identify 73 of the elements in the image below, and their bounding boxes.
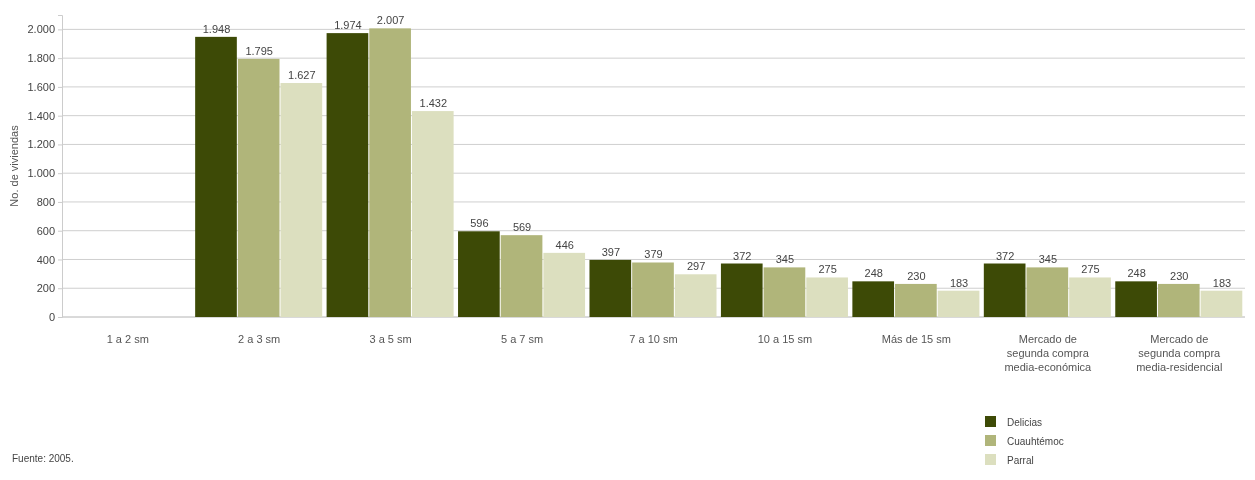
bar bbox=[543, 252, 586, 317]
bar bbox=[1069, 277, 1111, 317]
legend-label: Cuauhtémoc bbox=[1007, 436, 1064, 447]
x-tick-label: 2 a 3 sm bbox=[238, 333, 281, 345]
data-label: 297 bbox=[687, 260, 706, 273]
y-tick-label: 0 bbox=[48, 311, 55, 324]
y-tick-label: 2.000 bbox=[27, 23, 55, 36]
bar bbox=[589, 259, 632, 317]
data-label: 372 bbox=[995, 249, 1015, 262]
bar bbox=[326, 33, 369, 317]
data-label: 397 bbox=[601, 245, 620, 258]
data-label: 275 bbox=[818, 263, 837, 276]
data-label: 230 bbox=[1170, 269, 1189, 282]
x-tick-label: 5 a 7 sm bbox=[500, 333, 544, 345]
y-tick-label: 600 bbox=[36, 224, 55, 237]
data-label: 596 bbox=[470, 217, 489, 230]
legend-label: Parral bbox=[1007, 455, 1034, 466]
data-label: 1.627 bbox=[288, 69, 316, 82]
bar bbox=[500, 235, 543, 317]
data-label: 446 bbox=[555, 238, 574, 251]
y-tick-label: 1.400 bbox=[27, 109, 55, 122]
bar bbox=[720, 263, 763, 317]
y-axis-title: No. de viviendas bbox=[8, 124, 20, 207]
data-label: 569 bbox=[512, 221, 532, 234]
bar bbox=[674, 274, 717, 317]
bar bbox=[1157, 283, 1200, 317]
data-label: 379 bbox=[644, 248, 663, 261]
data-label: 183 bbox=[949, 276, 969, 289]
data-label: 345 bbox=[775, 253, 795, 266]
bar bbox=[195, 36, 237, 317]
bar bbox=[1026, 267, 1069, 317]
bar bbox=[983, 263, 1026, 317]
bar bbox=[458, 231, 500, 317]
y-tick-label: 200 bbox=[36, 282, 55, 295]
data-label: 248 bbox=[864, 267, 883, 280]
bar bbox=[369, 28, 411, 317]
bar bbox=[632, 262, 674, 317]
bar bbox=[411, 111, 454, 317]
data-label: 230 bbox=[907, 269, 926, 282]
bar bbox=[280, 83, 323, 317]
y-tick-label: 800 bbox=[36, 195, 55, 208]
y-tick-label: 400 bbox=[36, 253, 55, 266]
legend-label: Delicias bbox=[1007, 417, 1043, 428]
x-tick-label: 1 a 2 sm bbox=[106, 333, 149, 345]
data-label: 1.432 bbox=[419, 97, 448, 110]
bar bbox=[852, 281, 895, 317]
x-tick-label: 10 a 15 sm bbox=[757, 333, 813, 345]
data-label: 1.948 bbox=[202, 22, 231, 35]
y-tick-label: 1.000 bbox=[27, 167, 55, 180]
bar bbox=[806, 277, 848, 317]
data-label: 372 bbox=[733, 249, 752, 262]
data-label: 1.795 bbox=[245, 44, 273, 57]
bar bbox=[895, 283, 937, 317]
data-label: 2.007 bbox=[376, 14, 405, 27]
x-tick-label: Mercado de segunda compra media-residencial bbox=[1136, 333, 1223, 373]
x-tick-label: Más de 15 sm bbox=[881, 333, 951, 345]
x-tick-label: Mercado de segunda compra media-económica bbox=[1004, 333, 1093, 373]
data-label: 248 bbox=[1127, 267, 1146, 280]
bar bbox=[1115, 281, 1157, 317]
data-label: 1.974 bbox=[334, 19, 362, 32]
bar bbox=[237, 58, 280, 317]
y-tick-label: 1.200 bbox=[27, 138, 55, 151]
bar bbox=[937, 290, 980, 317]
x-tick-label: 7 a 10 sm bbox=[629, 333, 678, 345]
y-tick-label: 1.600 bbox=[27, 80, 55, 93]
bar bbox=[1200, 290, 1243, 317]
data-label: 183 bbox=[1212, 276, 1232, 289]
source-note: Fuente: 2005. bbox=[12, 453, 74, 464]
x-tick-label: 3 a 5 sm bbox=[369, 333, 412, 345]
data-label: 345 bbox=[1038, 253, 1058, 266]
bar bbox=[763, 267, 806, 317]
data-label: 275 bbox=[1081, 263, 1100, 276]
y-tick-label: 1.800 bbox=[27, 52, 55, 65]
